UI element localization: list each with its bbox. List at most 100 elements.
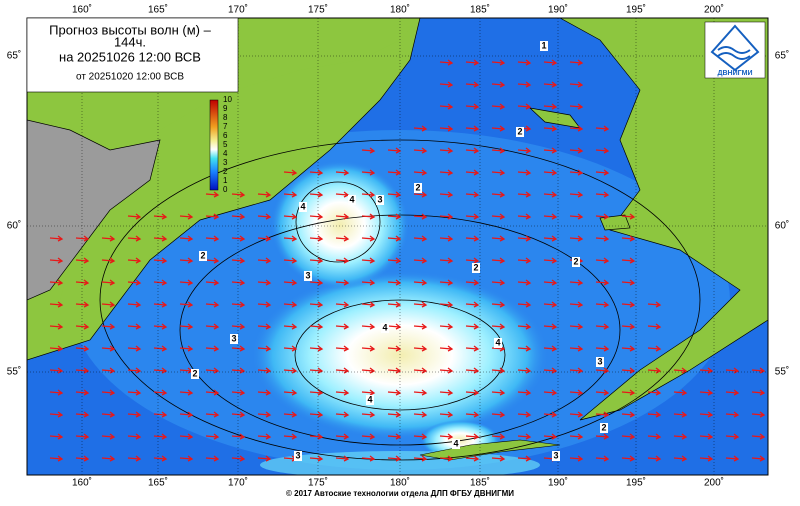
wind-arrow bbox=[595, 345, 610, 352]
lon-label: 175˚ bbox=[308, 477, 328, 489]
wind-arrow bbox=[101, 323, 116, 330]
lon-label: 160˚ bbox=[72, 477, 92, 489]
wind-arrow bbox=[413, 455, 428, 462]
contour-label: 2 bbox=[601, 422, 606, 432]
wind-arrow bbox=[517, 389, 532, 396]
lon-label: 170˚ bbox=[228, 477, 248, 489]
footer: © 2017 Автоские технологии отдела ДЛП ФГ… bbox=[286, 489, 514, 498]
contour-label: 4 bbox=[453, 438, 458, 448]
contour-label: 4 bbox=[300, 201, 305, 211]
wind-arrow bbox=[205, 213, 220, 220]
wind-arrow bbox=[309, 191, 324, 198]
wind-arrow bbox=[205, 389, 220, 396]
lon-label: 200˚ bbox=[704, 477, 724, 489]
wind-arrow bbox=[491, 147, 506, 154]
wind-arrow bbox=[309, 367, 324, 374]
wind-arrow bbox=[569, 169, 584, 176]
wind-arrow bbox=[439, 301, 454, 308]
lon-label: 200˚ bbox=[704, 4, 724, 16]
contour-label-bg bbox=[304, 271, 312, 281]
wind-arrow bbox=[257, 345, 272, 352]
colorbar-label: 2 bbox=[223, 167, 228, 176]
wind-arrow bbox=[309, 433, 324, 440]
wind-arrow bbox=[413, 125, 428, 132]
wind-arrow bbox=[335, 389, 350, 396]
wind-arrow bbox=[335, 323, 350, 330]
contour-label: 1 bbox=[541, 40, 546, 50]
wind-arrow bbox=[569, 103, 584, 110]
wind-arrow bbox=[283, 323, 298, 330]
wind-arrow bbox=[439, 389, 454, 396]
wind-arrow bbox=[543, 279, 558, 286]
wind-arrow bbox=[439, 257, 454, 264]
wind-arrow bbox=[439, 169, 454, 176]
wind-arrow bbox=[647, 389, 662, 396]
wind-arrow bbox=[569, 323, 584, 330]
map-frame bbox=[26, 17, 769, 476]
wind-arrow bbox=[231, 367, 246, 374]
lon-label: 165˚ bbox=[148, 477, 168, 489]
wind-arrow bbox=[205, 411, 220, 418]
contour-label-bg bbox=[414, 183, 422, 193]
lat-label: 60˚ bbox=[775, 220, 789, 232]
wind-arrow bbox=[49, 411, 64, 418]
wind-arrow bbox=[517, 455, 532, 462]
wind-arrow bbox=[127, 257, 142, 264]
wind-arrow bbox=[439, 367, 454, 374]
wind-arrow bbox=[569, 125, 584, 132]
wind-arrow bbox=[413, 257, 428, 264]
wind-arrow bbox=[335, 213, 350, 220]
contour-label-bg bbox=[366, 395, 374, 405]
contour-label: 2 bbox=[200, 250, 205, 260]
wind-arrow bbox=[491, 235, 506, 242]
wind-arrow bbox=[49, 455, 64, 462]
wind-arrow bbox=[413, 389, 428, 396]
contour-label: 4 bbox=[349, 194, 354, 204]
wind-arrow bbox=[543, 257, 558, 264]
wind-arrow bbox=[387, 169, 402, 176]
wind-arrow bbox=[283, 411, 298, 418]
wind-arrow bbox=[153, 235, 168, 242]
wind-arrow bbox=[205, 367, 220, 374]
wind-arrow bbox=[465, 257, 480, 264]
wind-arrow bbox=[543, 191, 558, 198]
wind-arrow bbox=[179, 323, 194, 330]
wind-arrow bbox=[621, 323, 636, 330]
colorbar-label: 4 bbox=[223, 149, 228, 158]
wind-arrow bbox=[751, 411, 766, 418]
wind-arrow bbox=[439, 147, 454, 154]
wind-arrow bbox=[543, 213, 558, 220]
wind-arrow bbox=[101, 455, 116, 462]
wind-arrow bbox=[205, 323, 220, 330]
wind-arrow bbox=[309, 345, 324, 352]
wind-arrow bbox=[127, 389, 142, 396]
wind-arrow bbox=[205, 257, 220, 264]
wind-arrow bbox=[75, 367, 90, 374]
wind-arrow bbox=[231, 301, 246, 308]
wind-arrow bbox=[101, 345, 116, 352]
wind-arrow bbox=[439, 411, 454, 418]
lon-label: 180˚ bbox=[390, 4, 410, 16]
contour-label: 2 bbox=[573, 256, 578, 266]
wind-arrow bbox=[153, 433, 168, 440]
wind-arrow bbox=[75, 235, 90, 242]
wind-arrow bbox=[75, 389, 90, 396]
wind-arrow bbox=[361, 301, 376, 308]
wind-arrow bbox=[309, 257, 324, 264]
wind-arrow bbox=[647, 367, 662, 374]
lat-label: 55˚ bbox=[7, 366, 21, 378]
wind-arrow bbox=[751, 433, 766, 440]
wind-arrow bbox=[361, 345, 376, 352]
wind-arrow bbox=[569, 147, 584, 154]
contour-label-bg bbox=[294, 451, 302, 461]
land bbox=[559, 18, 768, 421]
wind-arrow bbox=[257, 191, 272, 198]
wind-arrow bbox=[257, 301, 272, 308]
wind-arrow bbox=[179, 279, 194, 286]
wind-arrow bbox=[543, 389, 558, 396]
wind-arrow bbox=[257, 257, 272, 264]
wind-arrow bbox=[231, 191, 246, 198]
wind-arrow bbox=[75, 455, 90, 462]
wind-arrow bbox=[595, 389, 610, 396]
